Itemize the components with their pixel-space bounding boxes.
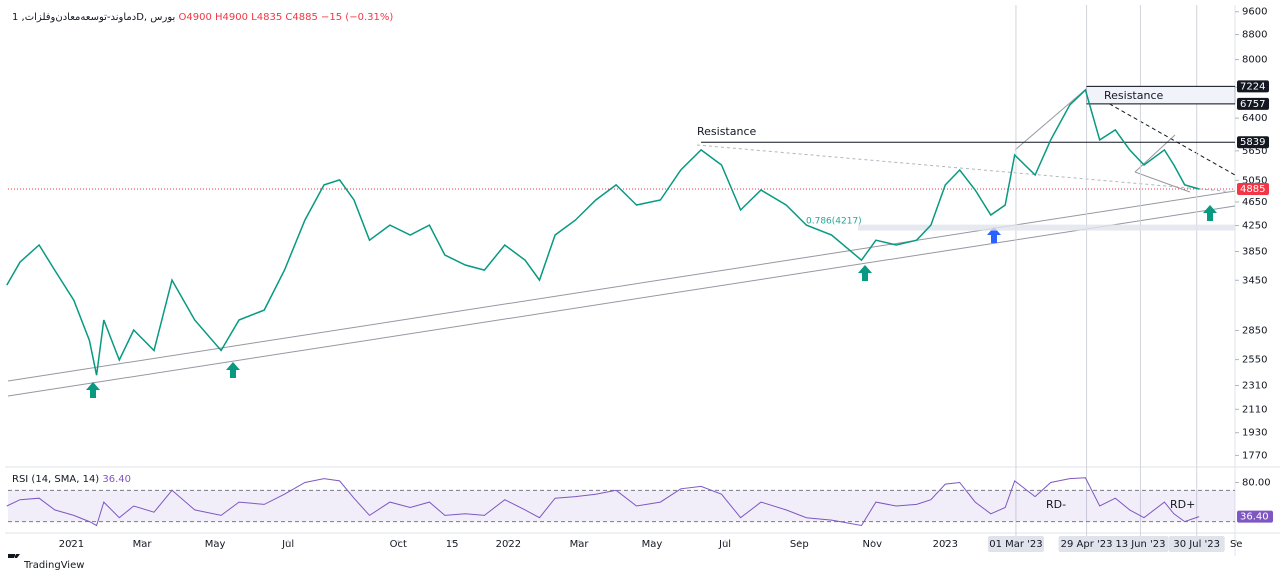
- trendline: [696, 144, 1236, 193]
- up-arrow: [226, 362, 240, 378]
- rsi-header: RSI (14, SMA, 14) 36.40: [12, 474, 131, 485]
- ohlc-label: O: [178, 12, 186, 23]
- up-arrow: [858, 265, 872, 281]
- price-line: [6, 88, 1200, 376]
- x-tick-label: Mar: [133, 539, 153, 550]
- ohlc-label: C: [285, 12, 292, 23]
- rsi-line: [6, 477, 1200, 527]
- y-tick-label: 2850: [1242, 325, 1267, 336]
- level-label-bg: [1237, 80, 1269, 93]
- level-label-bg: [1237, 136, 1269, 149]
- y-tick-label: 3850: [1242, 247, 1267, 258]
- ohlc-value: 4885: [292, 12, 317, 23]
- x-tick-label: 2021: [59, 539, 84, 550]
- x-tick-label: May: [642, 539, 663, 550]
- level-label: 7224: [1240, 81, 1265, 92]
- y-tick-label: 3450: [1242, 275, 1267, 286]
- y-tick-label: 8800: [1242, 30, 1267, 41]
- trendline: [1014, 89, 1086, 151]
- marker-label: 01 Mar '23: [989, 539, 1042, 550]
- x-tick-label: Mar: [570, 539, 590, 550]
- y-tick-label: 5050: [1242, 175, 1267, 186]
- y-tick-label: 6400: [1242, 113, 1267, 124]
- y-tick-label: 2310: [1242, 381, 1267, 392]
- rsi-value: 36.40: [102, 474, 131, 485]
- last-price-bg: [1237, 183, 1269, 196]
- y-tick-label: 4250: [1242, 221, 1267, 232]
- trendline: [1134, 134, 1176, 173]
- level-label: 6757: [1240, 99, 1265, 110]
- footer-logo: TradingView: [23, 560, 84, 571]
- x-tick-label: May: [205, 539, 226, 550]
- annotation: RD+: [1170, 498, 1195, 511]
- up-arrow: [987, 227, 1001, 243]
- ohlc-value: 4835: [257, 12, 282, 23]
- y-tick-label: 2110: [1242, 404, 1267, 415]
- ohlc-label: L: [251, 12, 257, 23]
- level-label-bg: [1237, 97, 1269, 110]
- level-label: 5839: [1240, 137, 1265, 148]
- header: دماوند-توسعه‌معادن‌وفلزات, 1D, بورس O490…: [12, 12, 393, 23]
- marker-label-bg: [1112, 536, 1169, 552]
- rsi-last-label: 36.40: [1240, 512, 1269, 523]
- marker-label: 13 Jun '23: [1115, 539, 1165, 550]
- rsi-title: RSI (14, SMA, 14): [12, 474, 99, 485]
- x-tick-label: Jul: [281, 539, 294, 550]
- y-tick-label: 9600: [1242, 7, 1267, 18]
- y-tick-label: 1930: [1242, 428, 1267, 439]
- x-tick-label: Oct: [390, 539, 407, 550]
- x-tick-label: Se: [1230, 539, 1243, 550]
- annotation: Resistance: [1104, 89, 1164, 102]
- annotation: Resistance: [697, 125, 757, 138]
- symbol-title: دماوند-توسعه‌معادن‌وفلزات, 1D, بورس: [12, 12, 175, 23]
- logo-icon: [8, 554, 20, 558]
- marker-label: 29 Apr '23: [1061, 539, 1113, 550]
- marker-label-bg: [1058, 536, 1115, 552]
- marker-label-bg: [987, 536, 1044, 552]
- y-tick-label: 8000: [1242, 55, 1267, 66]
- rsi-last-bg: [1237, 510, 1273, 523]
- ohlc-value: 4900: [223, 12, 248, 23]
- x-tick-label: 2023: [933, 539, 958, 550]
- arrow-icons: [86, 205, 1217, 398]
- y-tick-label: 4650: [1242, 197, 1267, 208]
- up-arrow: [86, 382, 100, 398]
- ohlc-label: H: [215, 12, 223, 23]
- x-tick-label: 2022: [496, 539, 521, 550]
- rsi-band-fill: [8, 490, 1235, 522]
- x-tick-label: Jul: [718, 539, 731, 550]
- annotation: 0.786(4217): [806, 217, 862, 227]
- fib-zone: [858, 224, 1235, 231]
- y-tick-label: 80.00: [1242, 478, 1271, 489]
- x-tick-label: Sep: [790, 539, 809, 550]
- annotation: RD-: [1046, 498, 1066, 511]
- marker-label-bg: [1168, 536, 1225, 552]
- x-tick-label: Nov: [863, 539, 883, 550]
- x-tick-label: 15: [446, 539, 459, 550]
- marker-label: 30 Jul '23: [1173, 539, 1220, 550]
- y-tick-label: 5650: [1242, 146, 1267, 157]
- change: −15 (−0.31%): [321, 12, 393, 23]
- trendline: [1134, 171, 1191, 193]
- up-arrow: [1203, 205, 1217, 221]
- trendline: [7, 190, 1236, 382]
- y-tick-label: 2550: [1242, 355, 1267, 366]
- last-price-label: 4885: [1240, 184, 1265, 195]
- ohlc-value: 4900: [186, 12, 211, 23]
- y-tick-label: 1770: [1242, 450, 1267, 461]
- trendline: [7, 205, 1236, 397]
